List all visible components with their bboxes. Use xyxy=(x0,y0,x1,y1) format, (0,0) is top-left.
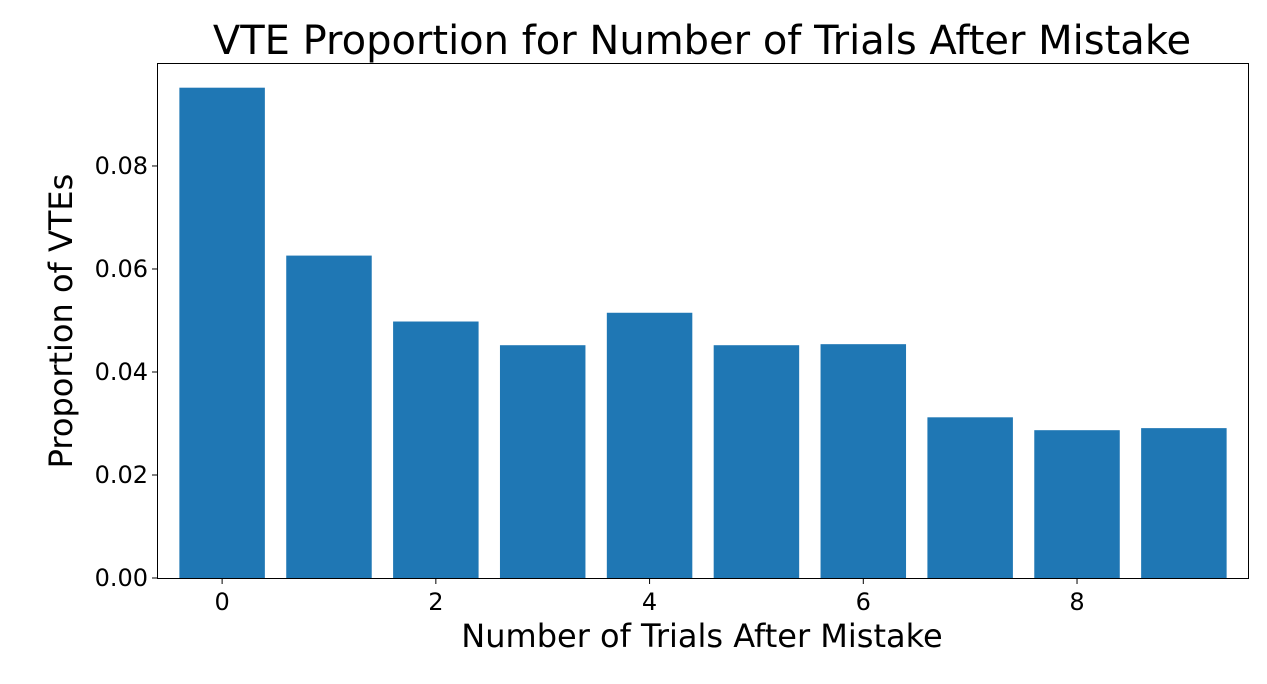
x-axis-label: Number of Trials After Mistake xyxy=(461,617,942,655)
x-tick-label: 0 xyxy=(214,588,229,616)
bar-0 xyxy=(179,87,265,579)
bar-8 xyxy=(1034,430,1120,578)
x-tick-label: 6 xyxy=(856,588,871,616)
x-axis-ticks: 0 2 4 6 8 xyxy=(214,578,1085,616)
bar-5 xyxy=(713,345,800,578)
y-tick-label: 0.00 xyxy=(95,564,148,592)
y-axis-label: Proportion of VTEs xyxy=(42,174,80,469)
y-tick-label: 0.04 xyxy=(95,358,148,386)
x-tick-label: 2 xyxy=(428,588,443,616)
bar-6 xyxy=(820,344,907,578)
bar-3 xyxy=(499,345,586,578)
y-axis-ticks: 0.00 0.02 0.04 0.06 0.08 xyxy=(95,152,158,592)
bar-2 xyxy=(393,321,479,578)
x-tick-label: 4 xyxy=(642,588,657,616)
y-tick-label: 0.02 xyxy=(95,461,148,489)
bar-9 xyxy=(1141,428,1227,578)
bar-7 xyxy=(927,417,1013,578)
x-tick-label: 8 xyxy=(1069,588,1084,616)
y-tick-label: 0.06 xyxy=(95,255,148,283)
bar-group xyxy=(179,87,1227,579)
plot-frame xyxy=(157,63,1249,579)
bar-4 xyxy=(606,312,693,578)
y-tick-label: 0.08 xyxy=(95,152,148,180)
chart-title: VTE Proportion for Number of Trials Afte… xyxy=(213,18,1191,64)
bar-1 xyxy=(286,255,372,578)
